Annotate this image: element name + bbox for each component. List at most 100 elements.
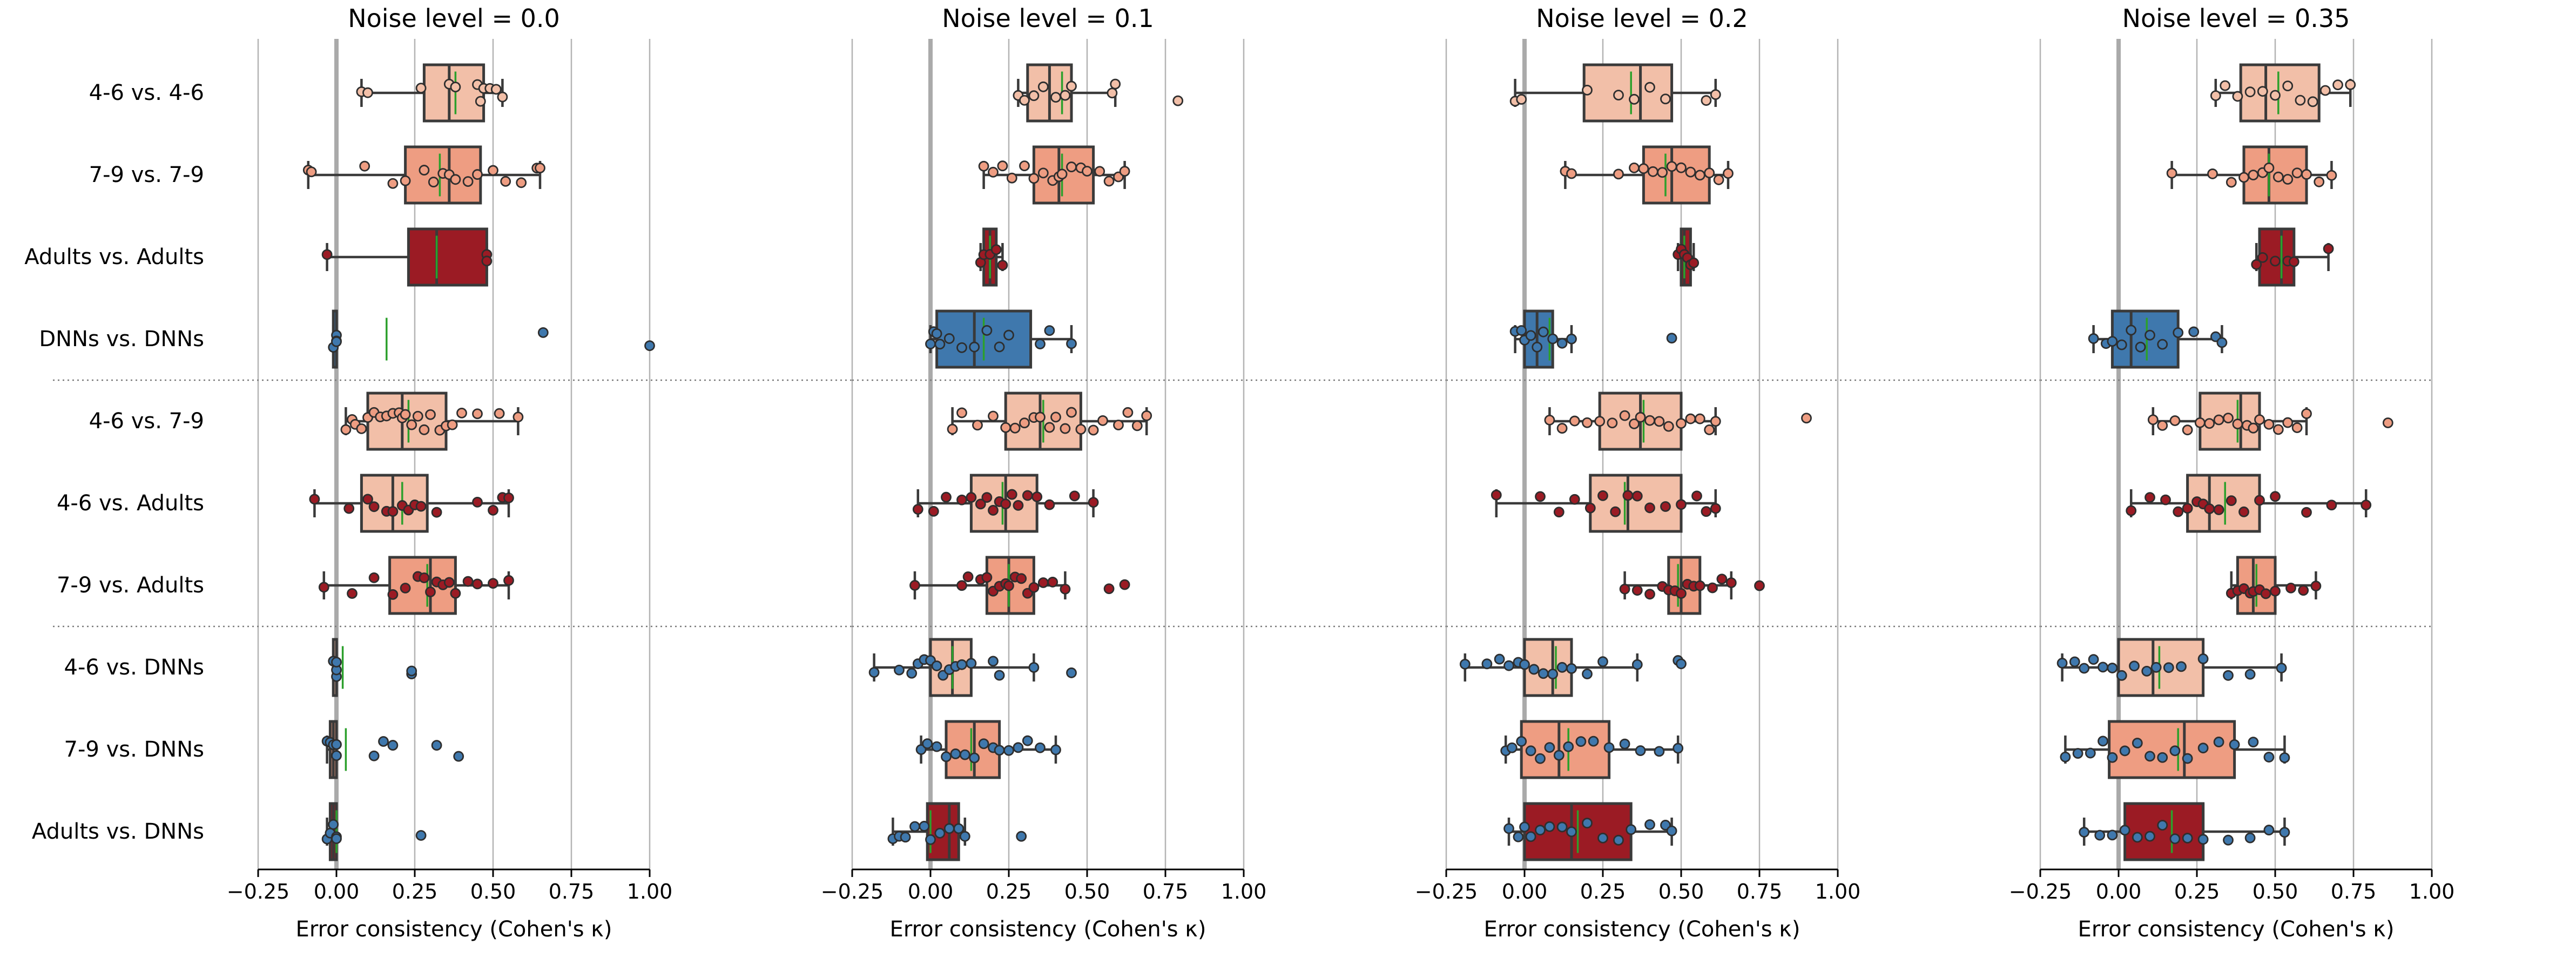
data-point — [1563, 741, 1574, 752]
data-point — [1582, 669, 1593, 679]
data-point — [2119, 745, 2130, 757]
data-point — [1629, 418, 1640, 429]
data-point — [1503, 660, 1514, 671]
x-tick-label: 0.50 — [1064, 880, 1110, 903]
data-point — [2182, 424, 2193, 436]
x-tick-label: 1.00 — [1221, 880, 1267, 903]
data-point — [1694, 580, 1705, 591]
data-point — [1131, 420, 1143, 431]
data-point — [956, 407, 967, 419]
row-label: Adults vs. Adults — [24, 245, 204, 269]
data-point — [406, 665, 417, 677]
data-point — [1009, 422, 1021, 434]
x-tick-label: 0.25 — [1580, 880, 1626, 903]
data-point — [1701, 506, 1712, 517]
data-point — [1619, 410, 1630, 421]
data-point — [1028, 662, 1040, 673]
data-point — [2263, 163, 2275, 173]
data-point — [1754, 580, 1765, 591]
panel-title: Noise level = 0.2 — [1536, 4, 1748, 33]
data-point — [1654, 416, 1665, 427]
data-point — [969, 341, 980, 353]
data-point — [1532, 341, 1543, 353]
data-point — [2132, 738, 2143, 748]
data-point — [1666, 333, 1677, 344]
data-point — [447, 419, 458, 430]
data-point — [2145, 492, 2155, 503]
data-point — [1003, 745, 1014, 756]
data-point — [934, 339, 946, 350]
data-point — [1122, 407, 1134, 418]
data-point — [503, 575, 514, 586]
data-point — [956, 494, 967, 505]
data-point — [462, 176, 474, 187]
data-point — [2126, 505, 2137, 516]
data-point — [1660, 93, 1671, 105]
data-point — [328, 819, 339, 830]
data-point — [941, 751, 952, 763]
data-point — [1022, 490, 1033, 501]
data-point — [2257, 252, 2268, 263]
x-tick-label: 1.00 — [627, 880, 673, 903]
data-point — [2238, 172, 2249, 183]
data-point — [500, 176, 511, 187]
data-point — [400, 583, 411, 593]
data-point — [1535, 753, 1546, 764]
data-point — [1016, 831, 1027, 842]
box — [407, 227, 488, 287]
data-point — [1710, 89, 1721, 100]
data-point — [909, 580, 920, 591]
x-tick-label: 0.00 — [314, 880, 360, 903]
x-tick-label: 0.25 — [986, 880, 1032, 903]
data-point — [1556, 338, 1568, 349]
data-point — [1088, 497, 1099, 508]
data-point — [472, 578, 483, 590]
box — [1582, 63, 1674, 123]
data-point — [2145, 831, 2155, 842]
row-label: 7-9 vs. DNNs — [64, 737, 204, 762]
data-point — [1019, 160, 1030, 171]
data-point — [443, 577, 455, 588]
data-point — [1688, 257, 1700, 268]
data-point — [997, 260, 1008, 271]
row-label: 4-6 vs. 4-6 — [89, 80, 204, 105]
data-point — [1660, 501, 1671, 512]
data-point — [644, 340, 655, 352]
data-point — [1050, 92, 1061, 103]
data-point — [1544, 414, 1555, 426]
data-point — [1103, 583, 1115, 595]
data-point — [1019, 417, 1030, 429]
data-point — [428, 177, 439, 187]
data-point — [431, 740, 442, 751]
panel-title: Noise level = 0.1 — [942, 4, 1154, 33]
data-point — [1613, 834, 1624, 846]
data-point — [1047, 577, 1058, 588]
data-point — [2056, 658, 2068, 669]
data-point — [1704, 424, 1715, 435]
data-point — [1676, 499, 1687, 510]
data-point — [2194, 417, 2206, 428]
data-point — [1691, 490, 1702, 502]
data-point — [1631, 585, 1643, 596]
data-point — [1097, 415, 1108, 426]
data-point — [2279, 752, 2290, 763]
data-point — [1673, 743, 1684, 754]
data-point — [1603, 742, 1615, 753]
data-point — [2188, 326, 2200, 338]
data-point — [990, 244, 1002, 255]
data-point — [1629, 162, 1640, 173]
data-point — [450, 82, 461, 93]
data-point — [1556, 662, 1568, 673]
data-point — [1622, 490, 1634, 501]
data-point — [1588, 736, 1599, 747]
x-tick-label: 0.25 — [392, 880, 438, 903]
x-tick-label: 0.75 — [1143, 880, 1189, 903]
data-point — [1685, 413, 1696, 424]
data-point — [2173, 327, 2184, 338]
data-point — [2345, 79, 2356, 90]
data-point — [2263, 752, 2275, 763]
data-point — [1556, 821, 1568, 833]
data-point — [1644, 82, 1655, 93]
data-point — [962, 571, 974, 582]
data-point — [947, 423, 958, 435]
